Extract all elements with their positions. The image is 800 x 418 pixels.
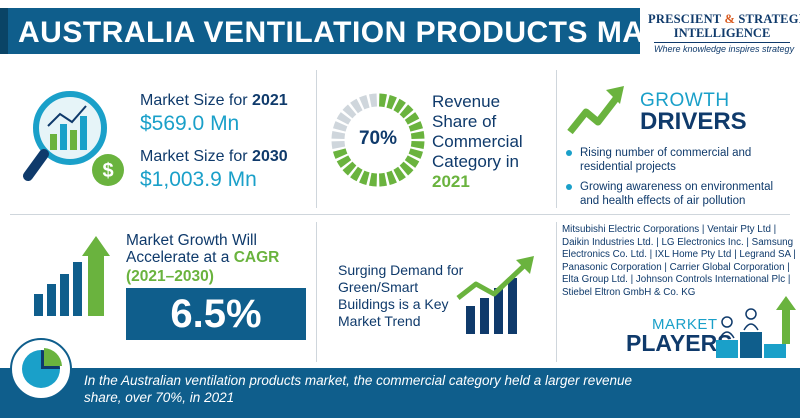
donut-segment-filled — [350, 166, 363, 182]
donut-segment-filled — [386, 94, 397, 110]
market-trend-text: Surging Demand for Green/Smart Buildings… — [338, 262, 464, 329]
growth-drivers-title-bottom: DRIVERS — [640, 108, 747, 135]
market-size-2021-year: 2021 — [252, 92, 288, 109]
svg-text:$: $ — [102, 160, 113, 182]
market-size-2021-prefix: Market Size for — [140, 92, 248, 109]
revenue-share-description: Revenue Share of Commercial Category in — [432, 92, 523, 171]
footer-banner — [0, 368, 800, 418]
growth-driver-item: Growing awareness on environmental and h… — [566, 180, 792, 208]
market-size-2030-year: 2030 — [252, 148, 288, 165]
donut-segment-empty — [332, 121, 348, 132]
donut-segment-filled — [369, 172, 378, 187]
donut-segment-filled — [378, 172, 387, 187]
donut-segment-filled — [404, 155, 420, 168]
trend-chart-icon — [456, 256, 534, 334]
cagr-text: Market Growth Will Accelerate at a CAGR — [126, 232, 316, 266]
pie-chart-icon — [22, 348, 62, 388]
growth-driver-item: Rising number of commercial and resident… — [566, 146, 792, 174]
divider-vertical-3 — [316, 222, 317, 362]
page-title: AUSTRALIA VENTILATION PRODUCTS MARKET — [18, 16, 729, 49]
donut-segment-filled — [408, 148, 424, 159]
divider-vertical-4 — [556, 222, 557, 362]
growth-arrow-icon — [567, 86, 624, 135]
donut-segment-filled — [410, 131, 425, 140]
donut-segment-filled — [410, 140, 425, 149]
logo-tagline: Where knowledge inspires strategy — [654, 42, 795, 54]
cagr-text-main: Market Growth Will Accelerate at a — [126, 232, 257, 266]
market-size-2021-value: $569.0 Mn — [140, 112, 240, 135]
revenue-share-year: 2021 — [432, 172, 470, 191]
donut-segment-filled — [359, 170, 370, 186]
donut-segment-empty — [336, 112, 352, 125]
revenue-share-percent: 70% — [358, 128, 398, 149]
revenue-share-text: Revenue Share of Commercial Category in … — [432, 92, 550, 192]
donut-segment-empty — [331, 131, 346, 140]
logo-wordmark: PRESCIENT & STRATEGIC — [648, 12, 800, 27]
donut-segment-filled — [342, 161, 357, 176]
logo-word-intelligence: INTELLIGENCE — [673, 26, 771, 40]
bullet-icon — [566, 150, 572, 156]
donut-segment-filled — [336, 155, 352, 168]
cagr-text-highlight: CAGR — [233, 249, 280, 266]
growth-drivers-title-top: GROWTH — [640, 90, 730, 111]
market-size-2030-prefix: Market Size for — [140, 148, 248, 165]
donut-segment-filled — [408, 121, 424, 132]
logo-word-prescient: PRESCIENT — [648, 12, 722, 26]
footer-pie-badge — [10, 338, 72, 400]
title-bar: AUSTRALIA VENTILATION PRODUCTS MARKET — [0, 8, 728, 54]
donut-segment-empty — [342, 104, 357, 119]
podium-people-icon — [716, 296, 796, 358]
company-logo[interactable]: PRESCIENT & STRATEGIC INTELLIGENCE Where… — [648, 4, 800, 58]
header: AUSTRALIA VENTILATION PRODUCTS MARKET PR… — [0, 0, 800, 62]
bullet-icon — [566, 184, 572, 190]
donut-segment-filled — [404, 112, 420, 125]
donut-segment-filled — [386, 170, 397, 186]
donut-segment-empty — [331, 140, 346, 149]
donut-segment-empty — [350, 98, 363, 114]
market-size-2030-value: $1,003.9 Mn — [140, 168, 257, 191]
market-size-2030-label: Market Size for 2030 — [140, 148, 288, 166]
divider-horizontal — [10, 214, 790, 215]
magnifier-chart-icon: $ — [23, 91, 124, 186]
logo-ampersand: & — [724, 12, 736, 26]
growth-driver-text-2: Growing awareness on environmental and h… — [580, 181, 774, 207]
donut-segment-filled — [332, 148, 348, 159]
donut-segment-filled — [393, 166, 406, 182]
donut-segment-filled — [399, 104, 414, 119]
divider-vertical-2 — [556, 70, 557, 208]
divider-vertical-1 — [316, 70, 317, 208]
market-size-2021-label: Market Size for 2021 — [140, 92, 288, 110]
market-players-title-top: MARKET — [652, 316, 718, 333]
donut-segments — [331, 93, 425, 187]
logo-word-strategic: STRATEGIC — [738, 12, 800, 26]
donut-segment-filled — [378, 93, 387, 108]
revenue-share-donut — [331, 93, 425, 187]
rising-bars-icon — [34, 236, 110, 316]
cagr-value: 6.5% — [126, 288, 306, 340]
footer-text: In the Australian ventilation products m… — [84, 373, 633, 405]
market-players-title-bottom: PLAYERS — [626, 330, 733, 356]
market-players-list: Mitsubishi Electric Corporations | Venta… — [562, 224, 796, 298]
donut-segment-filled — [399, 161, 414, 176]
donut-segment-empty — [359, 94, 370, 110]
donut-segment-filled — [393, 98, 406, 114]
cagr-years: (2021–2030) — [126, 268, 214, 285]
donut-segment-empty — [369, 93, 378, 108]
growth-driver-text-1: Rising number of commercial and resident… — [580, 147, 752, 173]
growth-drivers-list: Rising number of commercial and resident… — [566, 146, 792, 214]
